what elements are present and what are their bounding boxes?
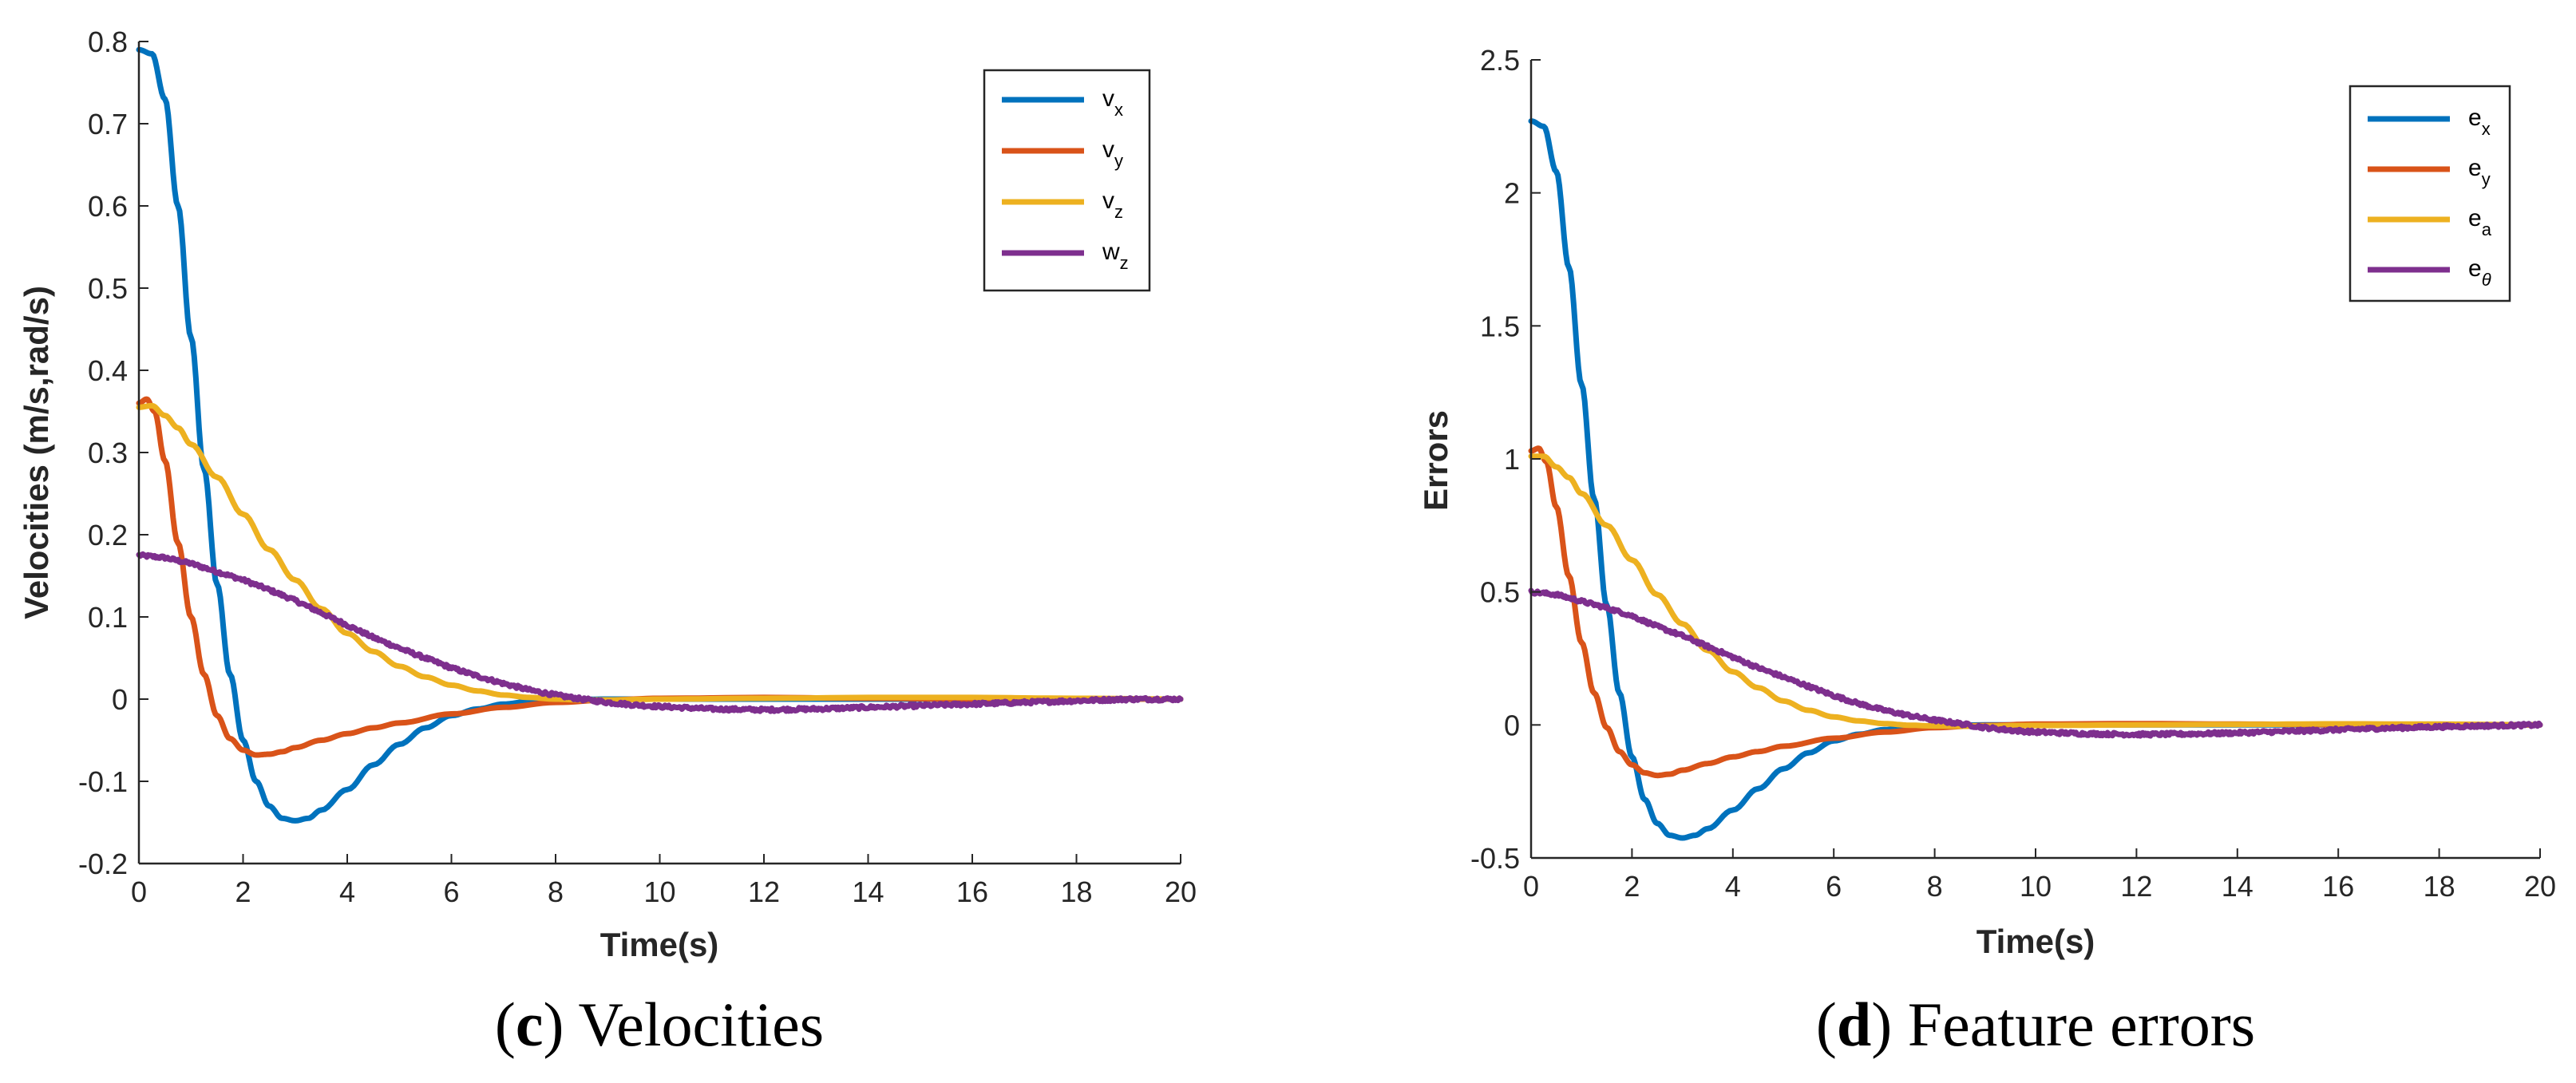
legend-label-sub: z [1120, 253, 1129, 273]
legend-label-sub: x [1114, 100, 1123, 120]
legend-label: vz [1102, 188, 1123, 222]
chart-velocities: 0 2 4 6 8 10 12 14 16 18 20 -0.2 -0.1 0 0.1 0.2 0.3 0.4 0.… [18, 26, 1197, 1059]
y-tick-label: 2.5 [1480, 44, 1520, 77]
y-tick-label: 0 [112, 683, 128, 716]
legend-box [2348, 85, 2511, 302]
x-tick-label: 2 [1624, 870, 1640, 903]
axis-layer: 0 2 4 6 8 10 12 14 16 18 20 -0.2 -0.1 0 0.1 0.2 0.3 0.4 0.… [78, 26, 1197, 908]
caption-letter: d [1837, 990, 1871, 1059]
x-tick-label: 18 [1060, 875, 1092, 908]
legend-label: wz [1102, 239, 1129, 273]
y-axis-label: Velocities (m/s,rad/s) [18, 286, 55, 619]
y-tick-label: -0.5 [1470, 842, 1520, 875]
legend-label-main: v [1102, 188, 1114, 214]
y-tick-label: 1.5 [1480, 310, 1520, 342]
x-tick-label: 10 [643, 875, 675, 908]
legend-label-main: e [2468, 155, 2482, 181]
y-tick-label: 0.2 [88, 519, 128, 551]
x-tick-label: 8 [548, 875, 564, 908]
legend-label-main: v [1102, 136, 1114, 163]
legend-label-sub: y [1114, 151, 1123, 171]
y-tick-label: 0.7 [88, 108, 128, 140]
series-line-e-θ [1528, 587, 2543, 739]
y-axis-label: Errors [1417, 410, 1454, 511]
legend-label-main: w [1102, 239, 1120, 265]
x-tick-label: 0 [131, 875, 147, 908]
legend-label-sub: θ [2482, 270, 2491, 290]
x-axis-label: Time(s) [600, 926, 719, 963]
series-layer [1528, 118, 2543, 841]
x-tick-label: 14 [2222, 870, 2254, 903]
legend-label: ea [2468, 205, 2492, 239]
x-tick-label: 4 [339, 875, 355, 908]
x-tick-label: 2 [235, 875, 251, 908]
caption: (c) Velocities [495, 990, 824, 1059]
caption-letter: c [516, 990, 544, 1059]
caption: (d) Feature errors [1816, 990, 2255, 1059]
series-line-e-a [1528, 453, 2543, 729]
x-tick-label: 16 [2322, 870, 2354, 903]
y-tick-label: -0.1 [78, 765, 128, 798]
legend-label-sub: z [1114, 202, 1123, 222]
legend-label: ex [2468, 105, 2491, 139]
legend-label: vx [1102, 85, 1123, 120]
y-tick-label: 0.6 [88, 190, 128, 223]
y-tick-label: -0.2 [78, 848, 128, 880]
series-line-v-z [136, 402, 1184, 703]
x-tick-label: 20 [2524, 870, 2556, 903]
y-tick-label: 0.3 [88, 437, 128, 469]
y-tick-label: 0 [1504, 709, 1520, 741]
y-tick-label: 0.5 [1480, 576, 1520, 609]
x-tick-label: 10 [2020, 870, 2052, 903]
y-tick-label: 0.4 [88, 354, 128, 387]
x-tick-label: 6 [443, 875, 459, 908]
legend-label: vy [1102, 136, 1123, 171]
x-tick-label: 12 [2120, 870, 2152, 903]
x-tick-label: 12 [748, 875, 780, 908]
x-tick-label: 16 [956, 875, 988, 908]
legend-label-sub: x [2482, 119, 2491, 139]
legend-label: ey [2468, 155, 2491, 189]
legend-label-main: e [2468, 105, 2482, 131]
x-axis-label: Time(s) [1977, 923, 2095, 960]
series-layer [136, 46, 1184, 824]
y-tick-label: 2 [1504, 177, 1520, 210]
caption-text: Velocities [579, 990, 825, 1059]
y-tick-label: 0.5 [88, 272, 128, 305]
axis-layer: 0 2 4 6 8 10 12 14 16 18 20-0.500.511.522.5 [1470, 44, 2556, 903]
x-tick-label: 18 [2424, 870, 2455, 903]
chart-feature-errors: 0 2 4 6 8 10 12 14 16 18 20-0.500.511.522.5 Time(s… [1417, 44, 2556, 1059]
legend-label: eθ [2468, 255, 2491, 290]
caption-text: Feature errors [1908, 990, 2255, 1059]
legend-label-main: e [2468, 205, 2482, 231]
series-line-w-z [136, 551, 1184, 714]
x-tick-label: 20 [1165, 875, 1197, 908]
x-tick-label: 14 [852, 875, 884, 908]
y-tick-label: 1 [1504, 443, 1520, 476]
legend-label-main: e [2468, 255, 2482, 282]
y-tick-label: 0.8 [88, 26, 128, 58]
x-tick-label: 4 [1725, 870, 1741, 903]
legend-label-main: v [1102, 85, 1114, 112]
x-tick-label: 8 [1927, 870, 1943, 903]
x-tick-label: 0 [1523, 870, 1539, 903]
legend-label-sub: a [2482, 219, 2492, 239]
x-tick-label: 6 [1826, 870, 1842, 903]
legend-label-sub: y [2482, 169, 2491, 189]
y-tick-label: 0.1 [88, 601, 128, 634]
